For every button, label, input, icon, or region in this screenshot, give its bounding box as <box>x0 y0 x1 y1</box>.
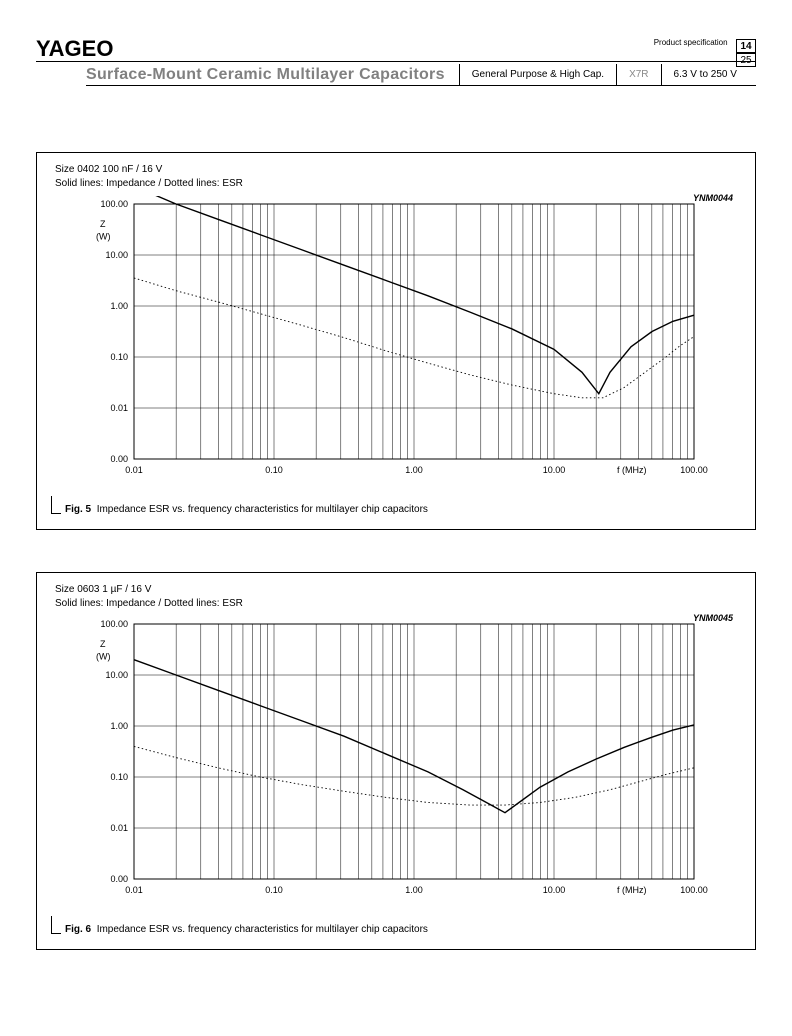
svg-text:10.00: 10.00 <box>105 250 128 260</box>
svg-text:1.00: 1.00 <box>405 885 423 895</box>
svg-text:100.00: 100.00 <box>680 885 708 895</box>
doc-title: Surface-Mount Ceramic Multilayer Capacit… <box>86 64 460 86</box>
svg-text:10.00: 10.00 <box>105 670 128 680</box>
svg-text:10.00: 10.00 <box>543 885 566 895</box>
svg-text:0.01: 0.01 <box>110 403 128 413</box>
svg-text:10.00: 10.00 <box>543 465 566 475</box>
svg-text:0.10: 0.10 <box>265 885 283 895</box>
svg-text:1.00: 1.00 <box>110 301 128 311</box>
svg-text:0.00: 0.00 <box>110 874 128 884</box>
fig6-code: YNM0045 <box>693 613 733 623</box>
svg-text:f (MHz): f (MHz) <box>617 465 647 475</box>
fig6-caption: Fig. 6 Impedance ESR vs. frequency chara… <box>51 924 737 935</box>
doc-code: X7R <box>617 64 661 86</box>
svg-text:(W): (W) <box>96 232 111 242</box>
fig5-chart: 0.010.101.0010.00100.000.000.010.101.001… <box>76 196 716 496</box>
svg-text:(W): (W) <box>96 652 111 662</box>
svg-text:100.00: 100.00 <box>100 199 128 209</box>
svg-text:f (MHz): f (MHz) <box>617 885 647 895</box>
svg-text:100.00: 100.00 <box>100 619 128 629</box>
svg-text:0.10: 0.10 <box>110 772 128 782</box>
figure-5-box: Size 0402 100 nF / 16 V Solid lines: Imp… <box>36 152 756 530</box>
fig6-meta2: Solid lines: Impedance / Dotted lines: E… <box>55 597 737 611</box>
figure-6-box: Size 0603 1 µF / 16 V Solid lines: Imped… <box>36 572 756 950</box>
svg-text:1.00: 1.00 <box>405 465 423 475</box>
svg-text:Z: Z <box>100 219 106 229</box>
page-number: 14 <box>736 39 756 53</box>
svg-text:Z: Z <box>100 639 106 649</box>
fig6-meta1: Size 0603 1 µF / 16 V <box>55 583 737 597</box>
doc-subtitle: General Purpose & High Cap. <box>460 64 617 86</box>
fig5-code: YNM0044 <box>693 193 733 203</box>
svg-text:0.10: 0.10 <box>110 352 128 362</box>
svg-text:0.01: 0.01 <box>125 885 143 895</box>
title-bar: Surface-Mount Ceramic Multilayer Capacit… <box>86 64 756 86</box>
svg-text:0.10: 0.10 <box>265 465 283 475</box>
svg-text:0.01: 0.01 <box>125 465 143 475</box>
fig5-caption: Fig. 5 Impedance ESR vs. frequency chara… <box>51 504 737 515</box>
svg-text:100.00: 100.00 <box>680 465 708 475</box>
doc-range: 6.3 V to 250 V <box>662 64 737 86</box>
svg-text:1.00: 1.00 <box>110 721 128 731</box>
fig5-meta2: Solid lines: Impedance / Dotted lines: E… <box>55 177 737 191</box>
page-header: YAGEO Product specification 14 25 Surfac… <box>36 36 756 90</box>
brand-logo: YAGEO <box>36 36 756 62</box>
svg-text:0.01: 0.01 <box>110 823 128 833</box>
fig6-chart: 0.010.101.0010.00100.000.000.010.101.001… <box>76 616 716 916</box>
svg-text:0.00: 0.00 <box>110 454 128 464</box>
spec-label: Product specification <box>654 38 728 47</box>
page-number-box: Product specification 14 25 <box>654 36 756 67</box>
fig5-meta1: Size 0402 100 nF / 16 V <box>55 163 737 177</box>
